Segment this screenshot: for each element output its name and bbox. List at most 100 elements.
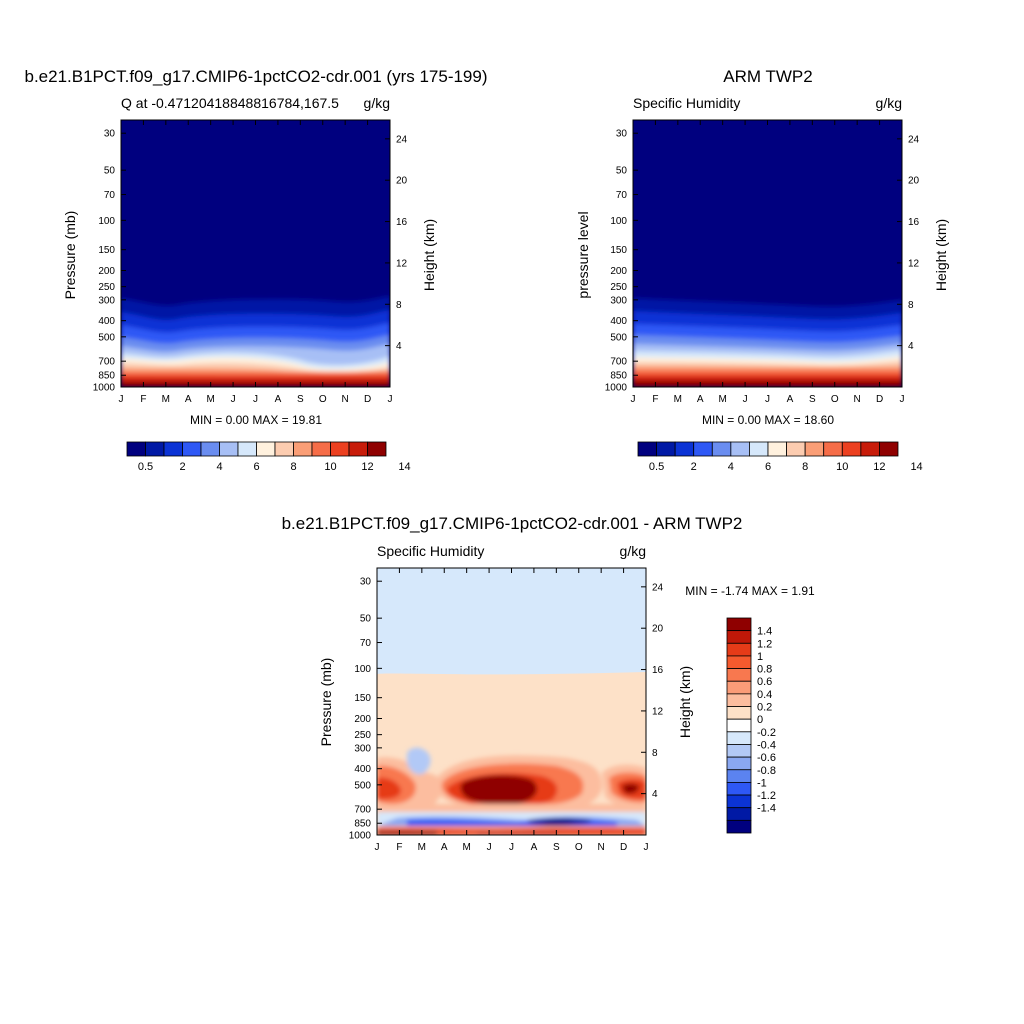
colorbar-label: 12 bbox=[873, 461, 885, 473]
panel-diff-stats: MIN = -1.74 MAX = 1.91 bbox=[685, 584, 815, 598]
y2-tick-label: 4 bbox=[396, 341, 402, 352]
colorbar-swatch bbox=[126, 441, 146, 457]
colorbar-swatch bbox=[674, 441, 695, 457]
colorbar-label: 1 bbox=[757, 651, 763, 663]
colorbar-swatch bbox=[726, 731, 752, 745]
y-tick-label: 30 bbox=[616, 129, 628, 140]
colorbar-swatch bbox=[711, 441, 732, 457]
y-tick-label: 200 bbox=[610, 266, 627, 277]
colorbar-label: -0.4 bbox=[757, 739, 776, 751]
colorbar-swatch bbox=[311, 441, 331, 457]
x-tick-label: A bbox=[531, 842, 538, 853]
colorbar-swatch bbox=[726, 782, 752, 796]
y-tick-label: 250 bbox=[354, 730, 371, 741]
y-tick-label: 200 bbox=[354, 714, 371, 725]
colorbar-swatch bbox=[237, 441, 257, 457]
colorbar-swatch bbox=[330, 441, 350, 457]
y-tick-label: 50 bbox=[104, 166, 116, 177]
x-tick-label: J bbox=[631, 394, 636, 405]
panel-model-plot-area bbox=[120, 119, 391, 388]
panel-diff-title: b.e21.B1PCT.f09_g17.CMIP6-1pctCO2-cdr.00… bbox=[282, 514, 743, 533]
colorbar-swatch bbox=[637, 441, 657, 457]
colorbar-swatch bbox=[726, 655, 752, 669]
colorbar-label: -0.8 bbox=[757, 765, 776, 777]
panel-model: b.e21.B1PCT.f09_g17.CMIP6-1pctCO2-cdr.00… bbox=[24, 67, 487, 473]
y-tick-label: 850 bbox=[98, 371, 115, 382]
y-tick-label: 1000 bbox=[93, 383, 116, 394]
y-tick-label: 150 bbox=[610, 245, 627, 256]
colorbar-swatch bbox=[804, 441, 825, 457]
x-tick-label: S bbox=[297, 394, 304, 405]
x-tick-label: J bbox=[743, 394, 748, 405]
y2-tick-label: 20 bbox=[652, 624, 664, 635]
x-tick-label: J bbox=[900, 394, 905, 405]
colorbar-label: 0.2 bbox=[757, 702, 772, 714]
x-tick-label: J bbox=[253, 394, 258, 405]
colorbar-label: 0.5 bbox=[138, 461, 153, 473]
colorbar-label: 4 bbox=[216, 461, 222, 473]
x-tick-label: M bbox=[418, 842, 426, 853]
y2-tick-label: 20 bbox=[908, 176, 920, 187]
y-tick-label: 300 bbox=[98, 295, 115, 306]
x-tick-label: M bbox=[718, 394, 726, 405]
y2-tick-label: 16 bbox=[908, 217, 920, 228]
panel-diff-subtitle-left: Specific Humidity bbox=[377, 543, 484, 559]
panel-model-subtitle-right: g/kg bbox=[364, 95, 390, 111]
x-tick-label: J bbox=[388, 394, 393, 405]
x-tick-label: O bbox=[831, 394, 839, 405]
y-tick-label: 500 bbox=[610, 332, 627, 343]
colorbar-swatch bbox=[726, 807, 752, 821]
panel-model-colorbar: 0.5 2 4 6 8 10 12 14 bbox=[126, 441, 411, 473]
colorbar-swatch bbox=[656, 441, 676, 457]
x-tick-label: D bbox=[620, 842, 627, 853]
x-tick-label: J bbox=[119, 394, 124, 405]
x-tick-label: N bbox=[854, 394, 861, 405]
colorbar-swatch bbox=[726, 769, 752, 783]
y-tick-label: 100 bbox=[98, 216, 115, 227]
panel-model-ylabel: Pressure (mb) bbox=[62, 211, 78, 300]
colorbar-label: 6 bbox=[253, 461, 259, 473]
x-tick-label: J bbox=[644, 842, 649, 853]
colorbar-swatch bbox=[767, 441, 787, 457]
colorbar-label: -1 bbox=[757, 777, 767, 789]
x-tick-label: O bbox=[575, 842, 583, 853]
colorbar-label: 8 bbox=[290, 461, 296, 473]
x-tick-label: J bbox=[375, 842, 380, 853]
colorbar-swatch bbox=[823, 441, 843, 457]
x-tick-label: A bbox=[185, 394, 192, 405]
y-tick-label: 250 bbox=[98, 282, 115, 293]
y-tick-label: 300 bbox=[354, 743, 371, 754]
y-tick-label: 30 bbox=[104, 129, 116, 140]
colorbar-label: 0.4 bbox=[757, 689, 772, 701]
y2-tick-label: 20 bbox=[396, 176, 408, 187]
colorbar-swatch bbox=[293, 441, 313, 457]
colorbar-swatch bbox=[726, 706, 752, 720]
y-tick-label: 50 bbox=[360, 614, 372, 625]
y2-tick-label: 4 bbox=[652, 789, 658, 800]
colorbar-swatch bbox=[786, 441, 806, 457]
colorbar-label: 1.4 bbox=[757, 626, 772, 638]
y-tick-label: 400 bbox=[98, 316, 115, 327]
colorbar-label: 12 bbox=[361, 461, 373, 473]
colorbar-swatch bbox=[726, 718, 752, 733]
colorbar-swatch bbox=[219, 441, 239, 457]
colorbar-swatch bbox=[841, 441, 862, 457]
panel-diff: b.e21.B1PCT.f09_g17.CMIP6-1pctCO2-cdr.00… bbox=[282, 514, 815, 853]
colorbar-swatch bbox=[726, 794, 752, 809]
panel-obs-plot-area bbox=[632, 119, 903, 388]
panel-obs-title: ARM TWP2 bbox=[723, 67, 812, 86]
y-tick-label: 200 bbox=[98, 266, 115, 277]
x-tick-label: A bbox=[697, 394, 704, 405]
colorbar-swatch bbox=[730, 441, 750, 457]
panel-obs: ARM TWP2 Specific Humidity g/kg bbox=[575, 67, 949, 473]
colorbar-swatch bbox=[879, 441, 899, 457]
y-tick-label: 1000 bbox=[349, 831, 372, 842]
x-tick-label: J bbox=[509, 842, 514, 853]
colorbar-label: 0 bbox=[757, 714, 763, 726]
colorbar-label: 10 bbox=[836, 461, 848, 473]
colorbar-label: 8 bbox=[802, 461, 808, 473]
panel-obs-ylabel: pressure level bbox=[575, 211, 591, 298]
colorbar-swatch bbox=[726, 617, 752, 632]
panel-model-title: b.e21.B1PCT.f09_g17.CMIP6-1pctCO2-cdr.00… bbox=[24, 67, 487, 86]
